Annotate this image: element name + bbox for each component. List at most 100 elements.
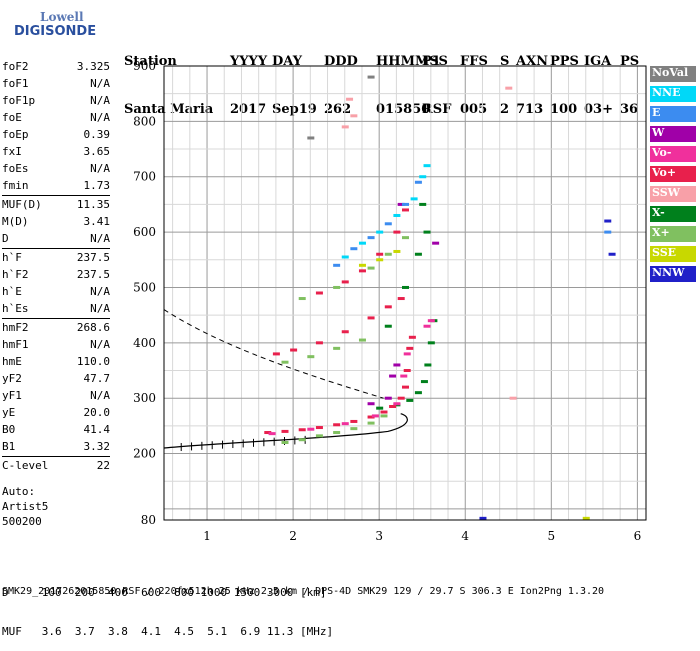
echo-point-x [427, 341, 435, 345]
logo-line-2: DIGISONDE [14, 24, 97, 39]
header-label-11: PS [620, 54, 640, 69]
echo-point-x [384, 252, 392, 256]
param-value: 237.5 [76, 251, 110, 264]
echo-point-x [420, 380, 428, 384]
virtual-height-curve [163, 309, 384, 399]
echo-point-x [367, 266, 375, 270]
auto-label: Auto: [2, 485, 36, 498]
echo-point-x [406, 398, 414, 402]
param-row: foF1 N/A [2, 75, 110, 92]
echo-point-vo [290, 348, 298, 352]
param-value: N/A [90, 94, 110, 107]
param-value: 3.41 [83, 215, 111, 228]
echo-point-w [389, 374, 397, 378]
param-key: D [2, 232, 9, 245]
echo-point-w [397, 202, 405, 206]
header-value-1: 2017 [230, 102, 267, 117]
header-label-2: DAY [272, 54, 302, 69]
param-separator [2, 195, 110, 196]
echo-point-vo [384, 305, 392, 309]
echo-point-vo [307, 427, 315, 431]
param-key: h`F [2, 251, 22, 264]
station-header: Station YYYY DAY DDD HHMMSS P1 FFS S AXN PPS IGA PS… [124, 22, 639, 134]
header-label-1: YYYY [230, 54, 268, 69]
param-row: fmin 1.73 [2, 177, 110, 194]
muf-row: MUF 3.6 3.7 3.8 4.1 4.5 5.1 6.9 11.3 [MH… [2, 625, 334, 638]
param-key: foEp [2, 128, 29, 141]
param-row: fxI 3.65 [2, 143, 110, 160]
echo-point-x [281, 360, 289, 364]
echo-point-vo [403, 352, 411, 356]
echo-point-sse [358, 263, 366, 267]
echo-point-vo [367, 316, 375, 320]
header-value-0: Santa Maria [124, 102, 214, 117]
scaled-parameters-panel: foF2 3.325 foF1 N/A foF1p N/A foE N/A foEp 0.39 fx… [2, 58, 110, 474]
echo-point-vo [402, 208, 409, 212]
param-row: h`F2 237.5 [2, 266, 110, 283]
param-value: 47.7 [83, 372, 111, 385]
echo-point-x [402, 285, 409, 289]
echo-point-x [333, 285, 341, 289]
y-tick-label: 700 [133, 170, 156, 184]
header-value-9: 100 [550, 102, 578, 117]
param-key: C-level [2, 459, 49, 472]
param-value: N/A [90, 338, 110, 351]
legend-entry-w: W [650, 126, 696, 142]
param-row: C-level 22 [2, 457, 110, 474]
x-tick-label: 4 [461, 529, 469, 543]
echo-point-e [604, 230, 612, 234]
echo-point-ssw [505, 86, 513, 90]
param-value: N/A [90, 77, 110, 90]
echo-point-nne [393, 213, 401, 217]
header-label-6: FFS [460, 54, 488, 69]
param-value: N/A [90, 302, 110, 315]
param-key: yE [2, 406, 16, 419]
echo-point-x [367, 421, 375, 425]
echo-point-x [281, 440, 289, 444]
header-value-2: Sep19 [272, 102, 317, 117]
file-info-footer: SMK29_2017262015850.RSF / 220fx512h 25 k… [2, 586, 605, 597]
echo-point-sse [582, 516, 590, 520]
echo-point-x [315, 434, 323, 438]
echo-point-vo [315, 291, 323, 295]
x-tick-label: 2 [289, 529, 297, 543]
param-key: fxI [2, 145, 22, 158]
param-row: foEp 0.39 [2, 126, 110, 143]
legend-entry-ssw: SSW [650, 186, 696, 202]
y-tick-label: 500 [133, 280, 156, 294]
header-value-11: 36 [620, 102, 639, 117]
y-tick-label: 600 [133, 225, 156, 239]
logo-line-1: Lowell [40, 10, 84, 24]
echo-point-nne [419, 175, 427, 179]
header-value-4: 015850 [376, 102, 431, 117]
echo-point-e [367, 236, 375, 240]
legend-entry-nnw: NNW [650, 266, 696, 282]
param-key: B0 [2, 423, 16, 436]
param-value: 110.0 [76, 355, 110, 368]
echo-point-vo [389, 405, 397, 408]
y-tick-label: 400 [133, 336, 156, 350]
echo-point-x [376, 406, 384, 410]
echo-point-e [414, 180, 422, 184]
param-key: h`F2 [2, 268, 29, 281]
param-value: 1.73 [83, 179, 111, 192]
ionogram-chart: 1 2 3 4 5 6 80 200 300 400 500 600 700 800 900 [133, 59, 647, 543]
echo-point-nnw [608, 252, 616, 256]
echo-point-ssw [346, 97, 354, 101]
echo-point-nne [410, 197, 418, 201]
param-value: N/A [90, 111, 110, 124]
legend-entry-x: X+ [650, 226, 696, 242]
echo-point-ssw [350, 114, 358, 118]
param-row: yF2 47.7 [2, 370, 110, 387]
param-separator [2, 456, 110, 457]
echo-point-x [307, 355, 315, 359]
echo-point-x [419, 202, 427, 206]
echo-point-x [380, 414, 388, 418]
param-value: 22 [96, 459, 110, 472]
muf-table: D 100 200 400 600 800 1000 1500 3000 [km… [2, 560, 333, 651]
param-row: h`F 237.5 [2, 249, 110, 266]
echo-point-x [414, 252, 422, 256]
y-tick-label: 800 [133, 114, 156, 128]
chart-legend: NoVal NNE E W Vo- Vo+ SSW X- X+ SSE NNW [650, 66, 696, 286]
echo-point-vo [423, 324, 431, 328]
